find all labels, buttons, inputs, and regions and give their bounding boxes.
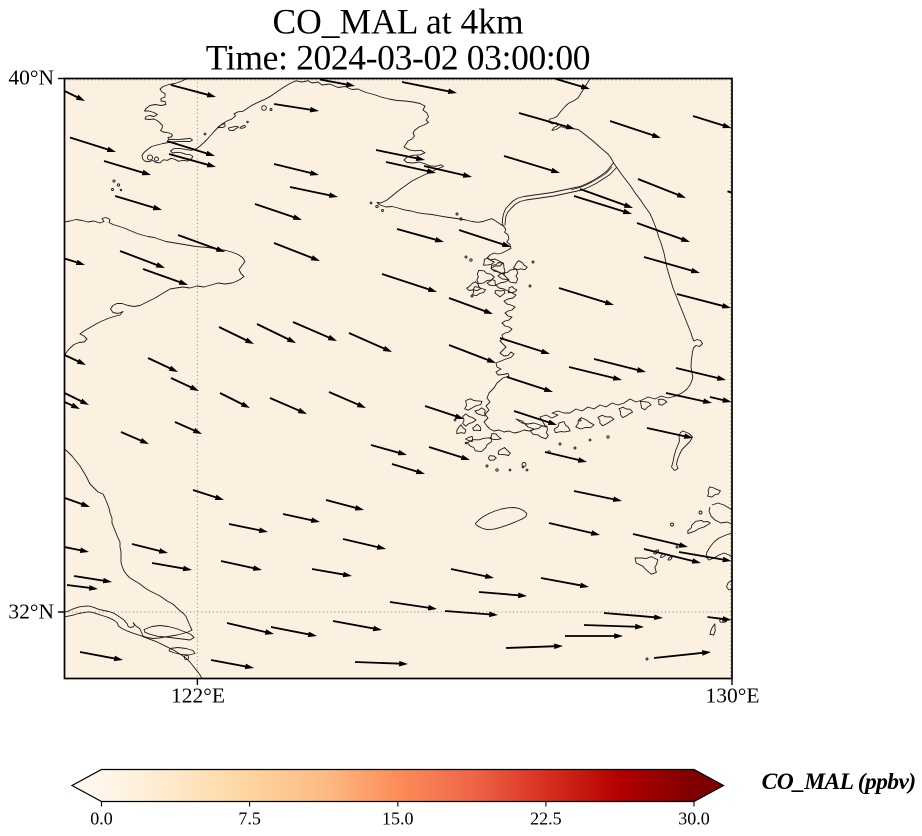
svg-text:22.5: 22.5 [530, 809, 562, 829]
svg-text:32°N: 32°N [8, 600, 54, 624]
svg-text:130°E: 130°E [706, 684, 760, 708]
svg-text:CO_MAL (ppbv): CO_MAL (ppbv) [762, 769, 916, 795]
svg-text:0.0: 0.0 [90, 809, 113, 829]
svg-text:15.0: 15.0 [382, 809, 414, 829]
svg-text:40°N: 40°N [8, 65, 54, 89]
svg-text:CO_MAL at 4km: CO_MAL at 4km [272, 2, 524, 42]
svg-text:30.0: 30.0 [678, 809, 710, 829]
svg-text:122°E: 122°E [171, 684, 225, 708]
svg-text:Time: 2024-03-02 03:00:00: Time: 2024-03-02 03:00:00 [206, 38, 590, 78]
svg-text:7.5: 7.5 [238, 809, 261, 829]
